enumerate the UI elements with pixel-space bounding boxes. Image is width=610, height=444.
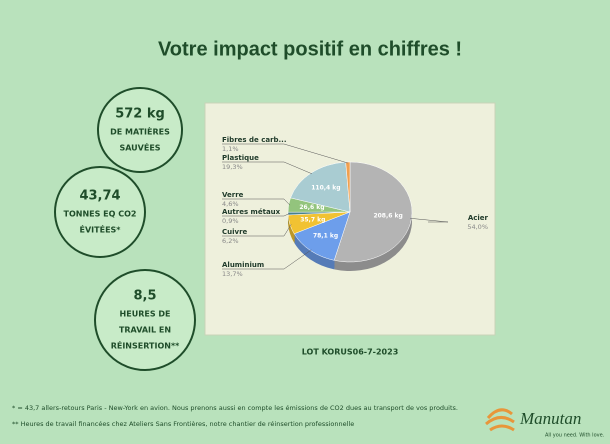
slice <box>290 161 351 213</box>
leader-line <box>222 224 292 237</box>
pie-chart: 208,6 kg 78,1 kg 35,7 kg 26,6 kg 110,4 kg Aci… <box>222 136 489 278</box>
percent-label: 4,6% <box>222 200 239 208</box>
footnote: ** Heures de travail financées chez Atel… <box>12 420 354 428</box>
percent-label: 19,3% <box>222 163 243 171</box>
brand-tagline: All you need. With love. <box>545 433 605 439</box>
stat-label: DE MATIÈRES <box>110 126 170 137</box>
stat-label: RÉINSERTION** <box>111 340 180 351</box>
footnote: * = 43,7 allers-retours Paris - New-York… <box>12 404 458 412</box>
stat-circle <box>94 269 196 371</box>
stats: 572 kg DE MATIÈRES SAUVÉES 43,74 TONNES EQ C… <box>54 87 196 371</box>
category-label: Acier <box>468 214 489 222</box>
category-label: Aluminium <box>222 261 264 269</box>
brand-name: Manutan <box>519 409 581 428</box>
stat-circle <box>54 166 146 258</box>
weight-label: 78,1 kg <box>313 232 338 239</box>
stat-label: SAUVÉES <box>119 142 160 153</box>
stat-value: 43,74 <box>79 189 120 204</box>
leader-line <box>222 213 290 217</box>
leader-line <box>410 218 449 223</box>
percent-label: 1,1% <box>222 145 239 153</box>
weight-label: 208,6 kg <box>373 212 402 219</box>
leader-line <box>222 249 312 270</box>
percent-label: 0,9% <box>222 217 239 225</box>
logo-icon <box>485 408 515 432</box>
logo: Manutan All you need. With love. <box>485 408 605 439</box>
weight-label: 26,6 kg <box>299 204 324 211</box>
leader-line <box>222 143 348 164</box>
weight-label: 110,4 kg <box>311 184 340 191</box>
stat-label: ÉVITÉES* <box>80 224 122 235</box>
stat-label: TRAVAIL EN <box>119 326 171 335</box>
percent-label: 54,0% <box>467 223 488 231</box>
weight-label: 35,7 kg <box>300 216 325 223</box>
percent-label: 13,7% <box>222 270 243 278</box>
stat-value: 8,5 <box>133 289 156 304</box>
category-label: Cuivre <box>222 228 248 236</box>
lot: LOT KORUS06-7-2023 <box>302 348 399 357</box>
category-label: Autres métaux <box>222 208 281 216</box>
category-label: Fibres de carb... <box>222 136 287 144</box>
category-label: Plastique <box>222 154 259 162</box>
stat-value: 572 kg <box>115 107 165 122</box>
percent-label: 6,2% <box>222 237 239 245</box>
stat-label: TONNES EQ CO2 <box>64 210 137 219</box>
leader-line <box>222 198 291 206</box>
leader-line <box>222 161 313 175</box>
stat-label: HEURES DE <box>120 310 171 319</box>
category-label: Verre <box>222 191 244 199</box>
stat-circle <box>97 87 183 173</box>
title: Votre impact positif en chiffres ! <box>158 38 462 60</box>
